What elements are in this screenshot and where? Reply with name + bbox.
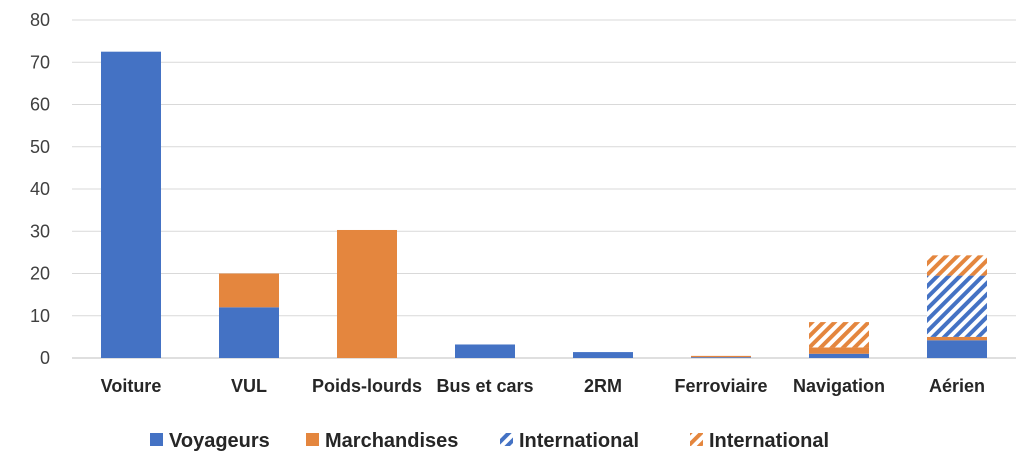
bar-segment: [927, 275, 987, 337]
x-tick-label: 2RM: [584, 376, 622, 396]
bar-segment: [927, 336, 987, 341]
x-tick-label: VUL: [231, 376, 267, 396]
bar-segment: [573, 352, 633, 358]
y-tick-label: 30: [30, 221, 50, 241]
y-tick-label: 20: [30, 264, 50, 284]
y-tick-label: 80: [30, 10, 50, 30]
bar-segment: [927, 255, 987, 276]
legend-swatch: [150, 433, 163, 446]
y-tick-label: 0: [40, 348, 50, 368]
legend-swatch: [306, 433, 319, 446]
x-tick-label: Voiture: [101, 376, 162, 396]
bar-segment: [809, 322, 869, 348]
legend-swatch: [500, 433, 513, 446]
bar-segment: [691, 357, 751, 358]
y-tick-label: 60: [30, 95, 50, 115]
x-tick-label: Poids-lourds: [312, 376, 422, 396]
legend-label: International: [519, 430, 639, 452]
bar-segment: [691, 355, 751, 358]
x-tick-label: Navigation: [793, 376, 885, 396]
bar-segment: [809, 353, 869, 358]
x-tick-label: Aérien: [929, 376, 985, 396]
bar-segment: [809, 347, 869, 354]
x-tick-label: Bus et cars: [436, 376, 533, 396]
x-tick-label: Ferroviaire: [674, 376, 767, 396]
bar-segment: [455, 344, 515, 358]
legend-label: Marchandises: [325, 430, 458, 452]
grid-lines: [72, 19, 1016, 359]
bars: [101, 51, 987, 358]
legend-label: Voyageurs: [169, 430, 270, 452]
legend-swatch: [690, 433, 703, 446]
legend-label: International: [709, 430, 829, 452]
bar-segment: [101, 51, 161, 358]
y-axis-ticks: 0 10 20 30 40 50 60 70 80: [30, 10, 50, 368]
y-tick-label: 70: [30, 52, 50, 72]
bar-segment: [927, 340, 987, 358]
y-tick-label: 50: [30, 137, 50, 157]
legend: Voyageurs Marchandises International Intern…: [150, 430, 829, 452]
bar-segment: [337, 229, 397, 358]
bar-segment: [219, 273, 279, 308]
x-axis-labels: Voiture VUL Poids-lourds Bus et cars 2RM Ferr…: [101, 376, 985, 396]
bar-segment: [219, 307, 279, 358]
y-tick-label: 10: [30, 306, 50, 326]
y-tick-label: 40: [30, 179, 50, 199]
